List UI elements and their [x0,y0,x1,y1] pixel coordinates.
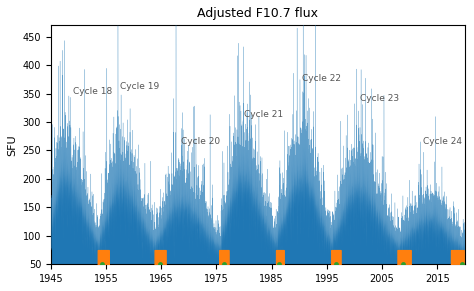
Text: Cycle 23: Cycle 23 [360,94,399,103]
Title: Adjusted F10.7 flux: Adjusted F10.7 flux [197,7,319,20]
Text: Cycle 19: Cycle 19 [120,82,159,91]
Text: Cycle 21: Cycle 21 [244,110,283,119]
Y-axis label: SFU: SFU [7,134,17,156]
Text: Cycle 22: Cycle 22 [302,74,341,83]
Text: Cycle 18: Cycle 18 [73,87,112,96]
Text: Cycle 20: Cycle 20 [181,137,219,146]
Text: Cycle 24: Cycle 24 [423,137,463,146]
